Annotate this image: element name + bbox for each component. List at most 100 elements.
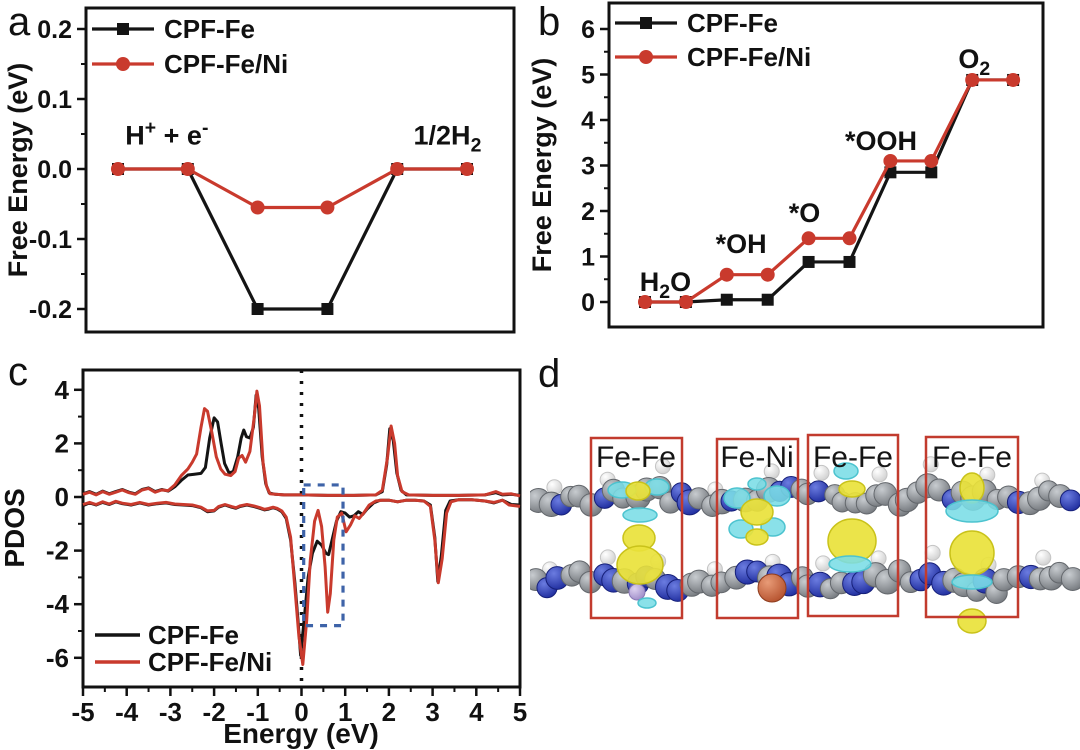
x-tick-label: 4 [469,697,484,727]
x-tick-label: -5 [71,697,94,727]
data-point-circle [639,50,653,64]
legend-label: CPF-Fe [148,620,239,650]
data-point-circle [965,72,980,87]
x-axis-label: Energy (eV) [223,718,379,749]
data-point-circle [320,200,335,215]
nitrogen-atom [1059,489,1080,512]
y-tick-label: 3 [581,153,595,181]
series-line-CPF-Fe [118,167,467,311]
x-tick-label: 3 [425,697,439,727]
panel-a-letter: a [8,0,31,44]
y-tick-label: -2 [46,536,69,566]
data-point-square [925,166,938,179]
metal-site-box [589,436,684,620]
isosurface-cyan [637,597,657,609]
molecular-layers [530,456,1080,604]
pdos-down-CPF-Fe/Ni [82,498,521,666]
y-axis-label: PDOS [0,488,30,567]
isosurface-cyan [833,462,859,480]
x-tick-label: 5 [513,697,527,727]
hydrogen-atom [813,464,830,481]
y-tick-label: 2 [55,428,69,458]
series-line-CPF-Fe [645,78,1014,304]
data-point-circle [678,295,693,309]
isosurface-cyan [622,507,658,523]
y-tick-label: -0.2 [29,296,72,324]
data-point-square [251,303,264,315]
isosurface-yellow [838,480,866,498]
isosurface-cyan [723,487,751,509]
legend-label: CPF-Fe/Ni [148,647,272,677]
y-tick-label: 0.2 [37,16,72,44]
isosurface-yellow [949,530,995,576]
data-point-square [843,255,856,268]
isosurface-cyan [763,485,791,507]
metal-site-box [715,437,800,620]
isosurface-yellow [957,608,987,634]
y-tick-label: 4 [55,375,70,405]
y-tick-label: -6 [46,643,69,673]
x-tick-label: 2 [382,697,396,727]
data-point-circle [924,153,939,168]
fe-site-label: Fe-Ni [720,441,793,474]
metal-site-box [806,433,900,618]
data-point-circle [842,231,857,246]
panel-d-letter: d [538,352,561,396]
legend-label: CPF-Fe [687,8,778,38]
panel-b-letter: b [538,0,561,44]
legend-label: CPF-Fe [164,14,255,44]
panel-a-her-chart: 0.2 0.1 0.0 -0.1 -0.2 Free Energy (eV) CPF-Fe C… [3,6,516,334]
data-point-circle [760,267,775,282]
hydrogen-atom [1035,549,1052,566]
carbon-atom [1060,567,1080,591]
x-tick-label: 0 [294,697,308,727]
y-tick-label: 0 [55,482,69,512]
hydrogen-atom [654,458,671,475]
data-point-square [761,293,774,306]
isosurface-yellow [625,481,651,501]
state-annotation: H2O [640,267,691,303]
x-tick-label: 1 [338,697,352,727]
isosurface-yellow [740,498,774,526]
x-tick-label: -1 [246,697,269,727]
isosurface-cyan [945,499,999,523]
data-point-circle [1006,72,1021,87]
legend-label: CPF-Fe/Ni [687,42,811,72]
metal-site-box [924,435,1020,619]
state-annotation: *OH [716,229,767,259]
state-annotation: *O [789,198,821,228]
isosurface-cyan [951,574,993,590]
panel-b-oer-chart: 0 1 2 3 4 5 6 Free Energy (eV) CPF-Fe CPF-Fe/Ni H2… [530,1,1045,329]
y-tick-label: 0.1 [37,86,72,114]
state-annotation: 1/2H2 [414,121,482,157]
fe-site-label: Fe-Fe [596,441,676,474]
data-point-square [117,23,129,35]
panel-d-structure: Fe-Fe Fe-Ni Fe-Fe Fe-Fe [530,433,1080,634]
data-point-circle [883,153,898,168]
fe-site-label: Fe-Fe [932,441,1012,474]
y-tick-label: 1 [581,244,595,272]
hydrogen-atom [871,466,888,483]
state-annotation: O2 [958,44,990,80]
hydrogen-atom [599,549,616,566]
y-tick-label: 6 [581,16,595,44]
highlight-dashed-box [302,483,345,628]
data-point-square [720,293,733,306]
hydrogen-atom [924,544,941,561]
data-point-circle [719,267,734,282]
iron-atom [628,583,646,601]
series-line-CPF-Fe/Ni [118,167,467,210]
pdos-up-CPF-Fe/Ni [82,389,521,498]
isosurface-yellow [616,545,664,585]
y-tick-label: -4 [46,589,70,619]
data-point-circle [116,57,130,71]
isosurface-cyan [747,477,767,491]
nickel-atom [757,573,787,603]
state-annotation: H+ + e- [125,117,208,150]
state-annotation: *OOH [845,126,917,156]
x-tick-label: -3 [159,697,182,727]
y-tick-label: 0.0 [37,156,72,184]
y-tick-label: 0 [581,289,595,317]
y-tick-label: 5 [581,62,595,90]
